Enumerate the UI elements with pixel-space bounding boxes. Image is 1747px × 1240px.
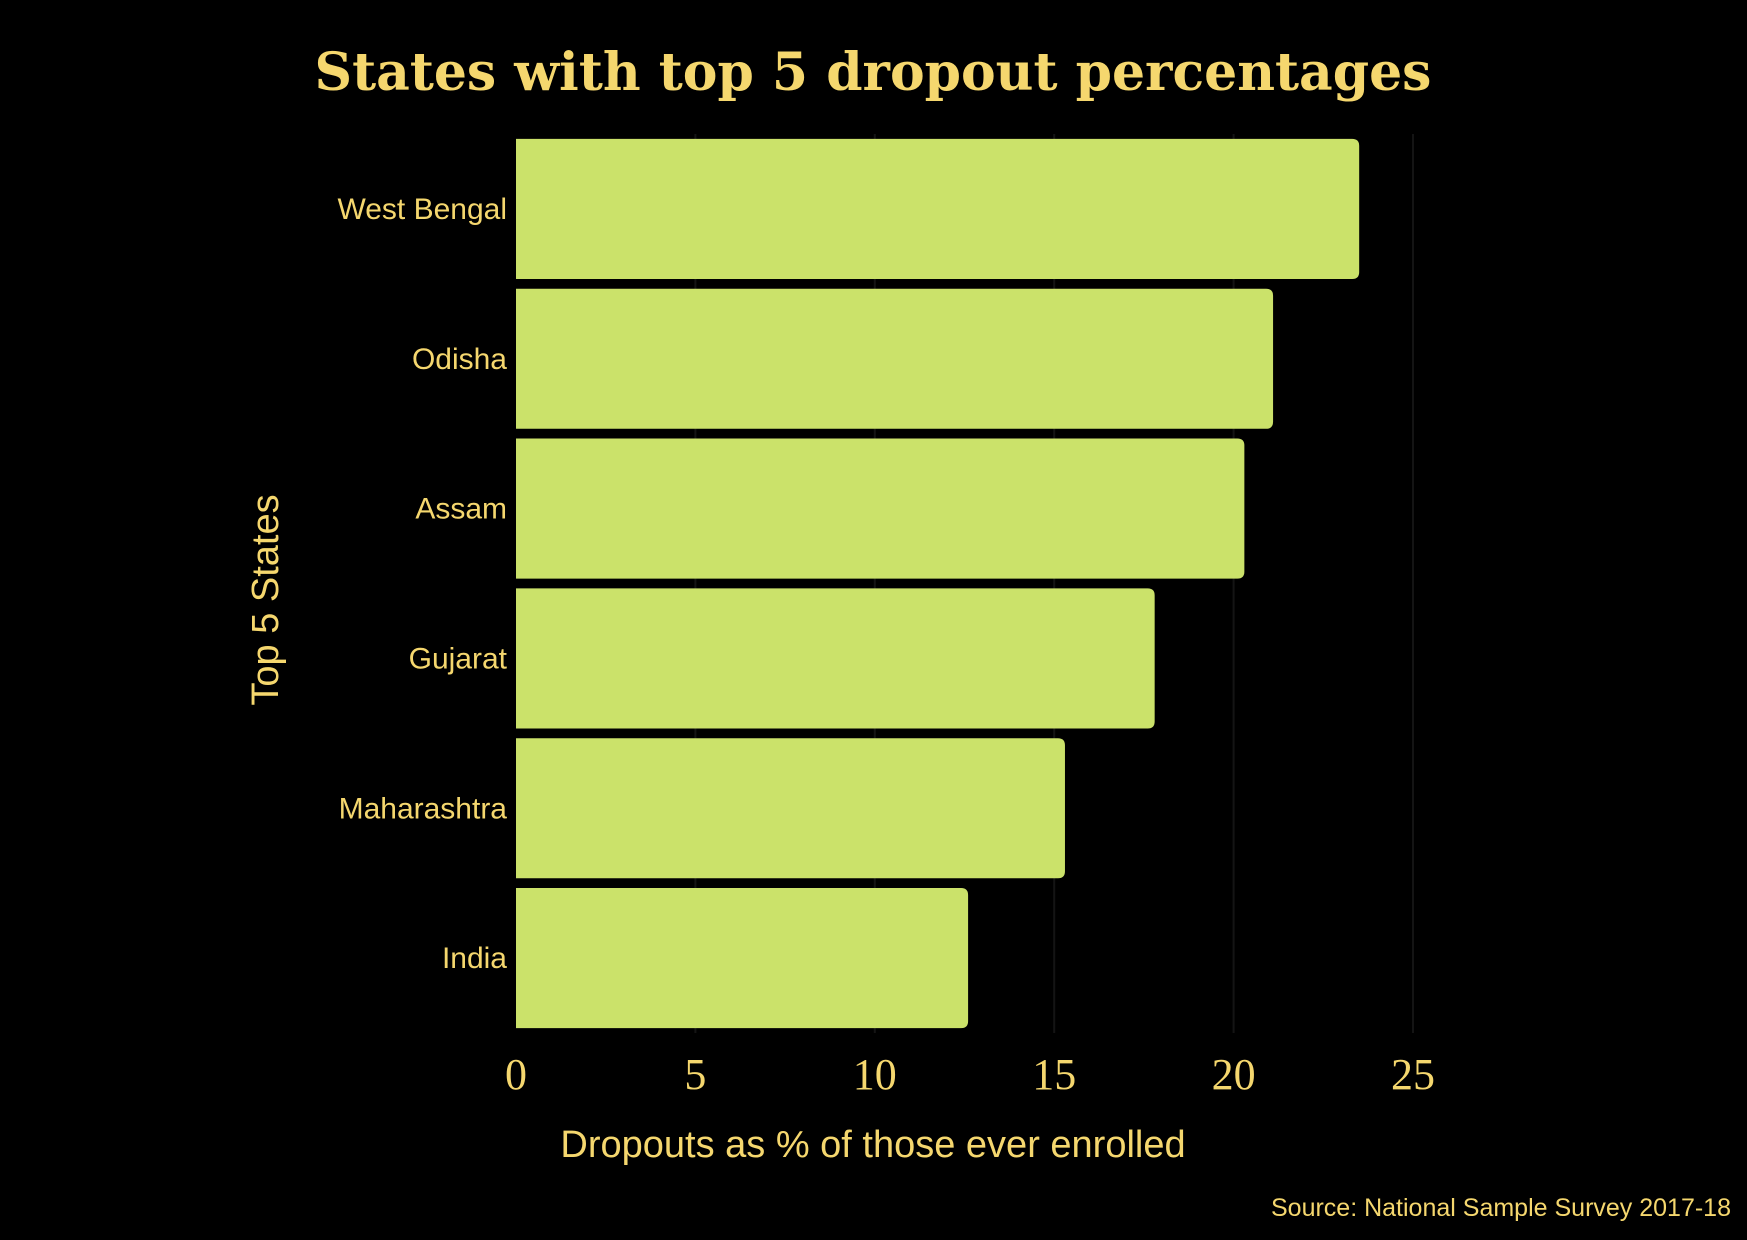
y-axis-title: Top 5 States <box>245 494 287 705</box>
y-tick-labels: West Bengal Odisha Assam Gujarat Maharashtra… <box>337 193 507 975</box>
y-tick-label: Assam <box>415 493 507 526</box>
source-note: Source: National Sample Survey 2017-18 <box>1271 1194 1731 1222</box>
x-tick-label: 10 <box>853 1050 897 1099</box>
x-tick-label: 20 <box>1212 1050 1256 1099</box>
x-axis-title: Dropouts as % of those ever enrolled <box>560 1124 1185 1166</box>
chart-title: States with top 5 dropout percentages <box>315 42 1432 103</box>
bar-gujarat <box>516 588 1155 729</box>
gridlines <box>694 134 1414 1033</box>
bar-assam <box>516 438 1245 579</box>
x-tick-label: 15 <box>1032 1050 1076 1099</box>
bar-odisha <box>516 288 1274 429</box>
x-tick-label: 5 <box>684 1050 706 1099</box>
x-tick-label: 25 <box>1391 1050 1435 1099</box>
bar-maharashtra <box>516 738 1065 879</box>
bar-india <box>516 888 969 1029</box>
y-tick-label: West Bengal <box>337 193 507 226</box>
y-tick-label: Maharashtra <box>339 792 508 825</box>
x-tick-labels: 0 5 10 15 20 25 <box>505 1050 1435 1099</box>
bar-west-bengal <box>516 138 1360 279</box>
x-tick-label: 0 <box>505 1050 527 1099</box>
y-tick-label: Odisha <box>412 343 507 376</box>
bars <box>516 138 1360 1029</box>
y-tick-label: India <box>442 942 507 975</box>
y-tick-label: Gujarat <box>409 642 508 675</box>
